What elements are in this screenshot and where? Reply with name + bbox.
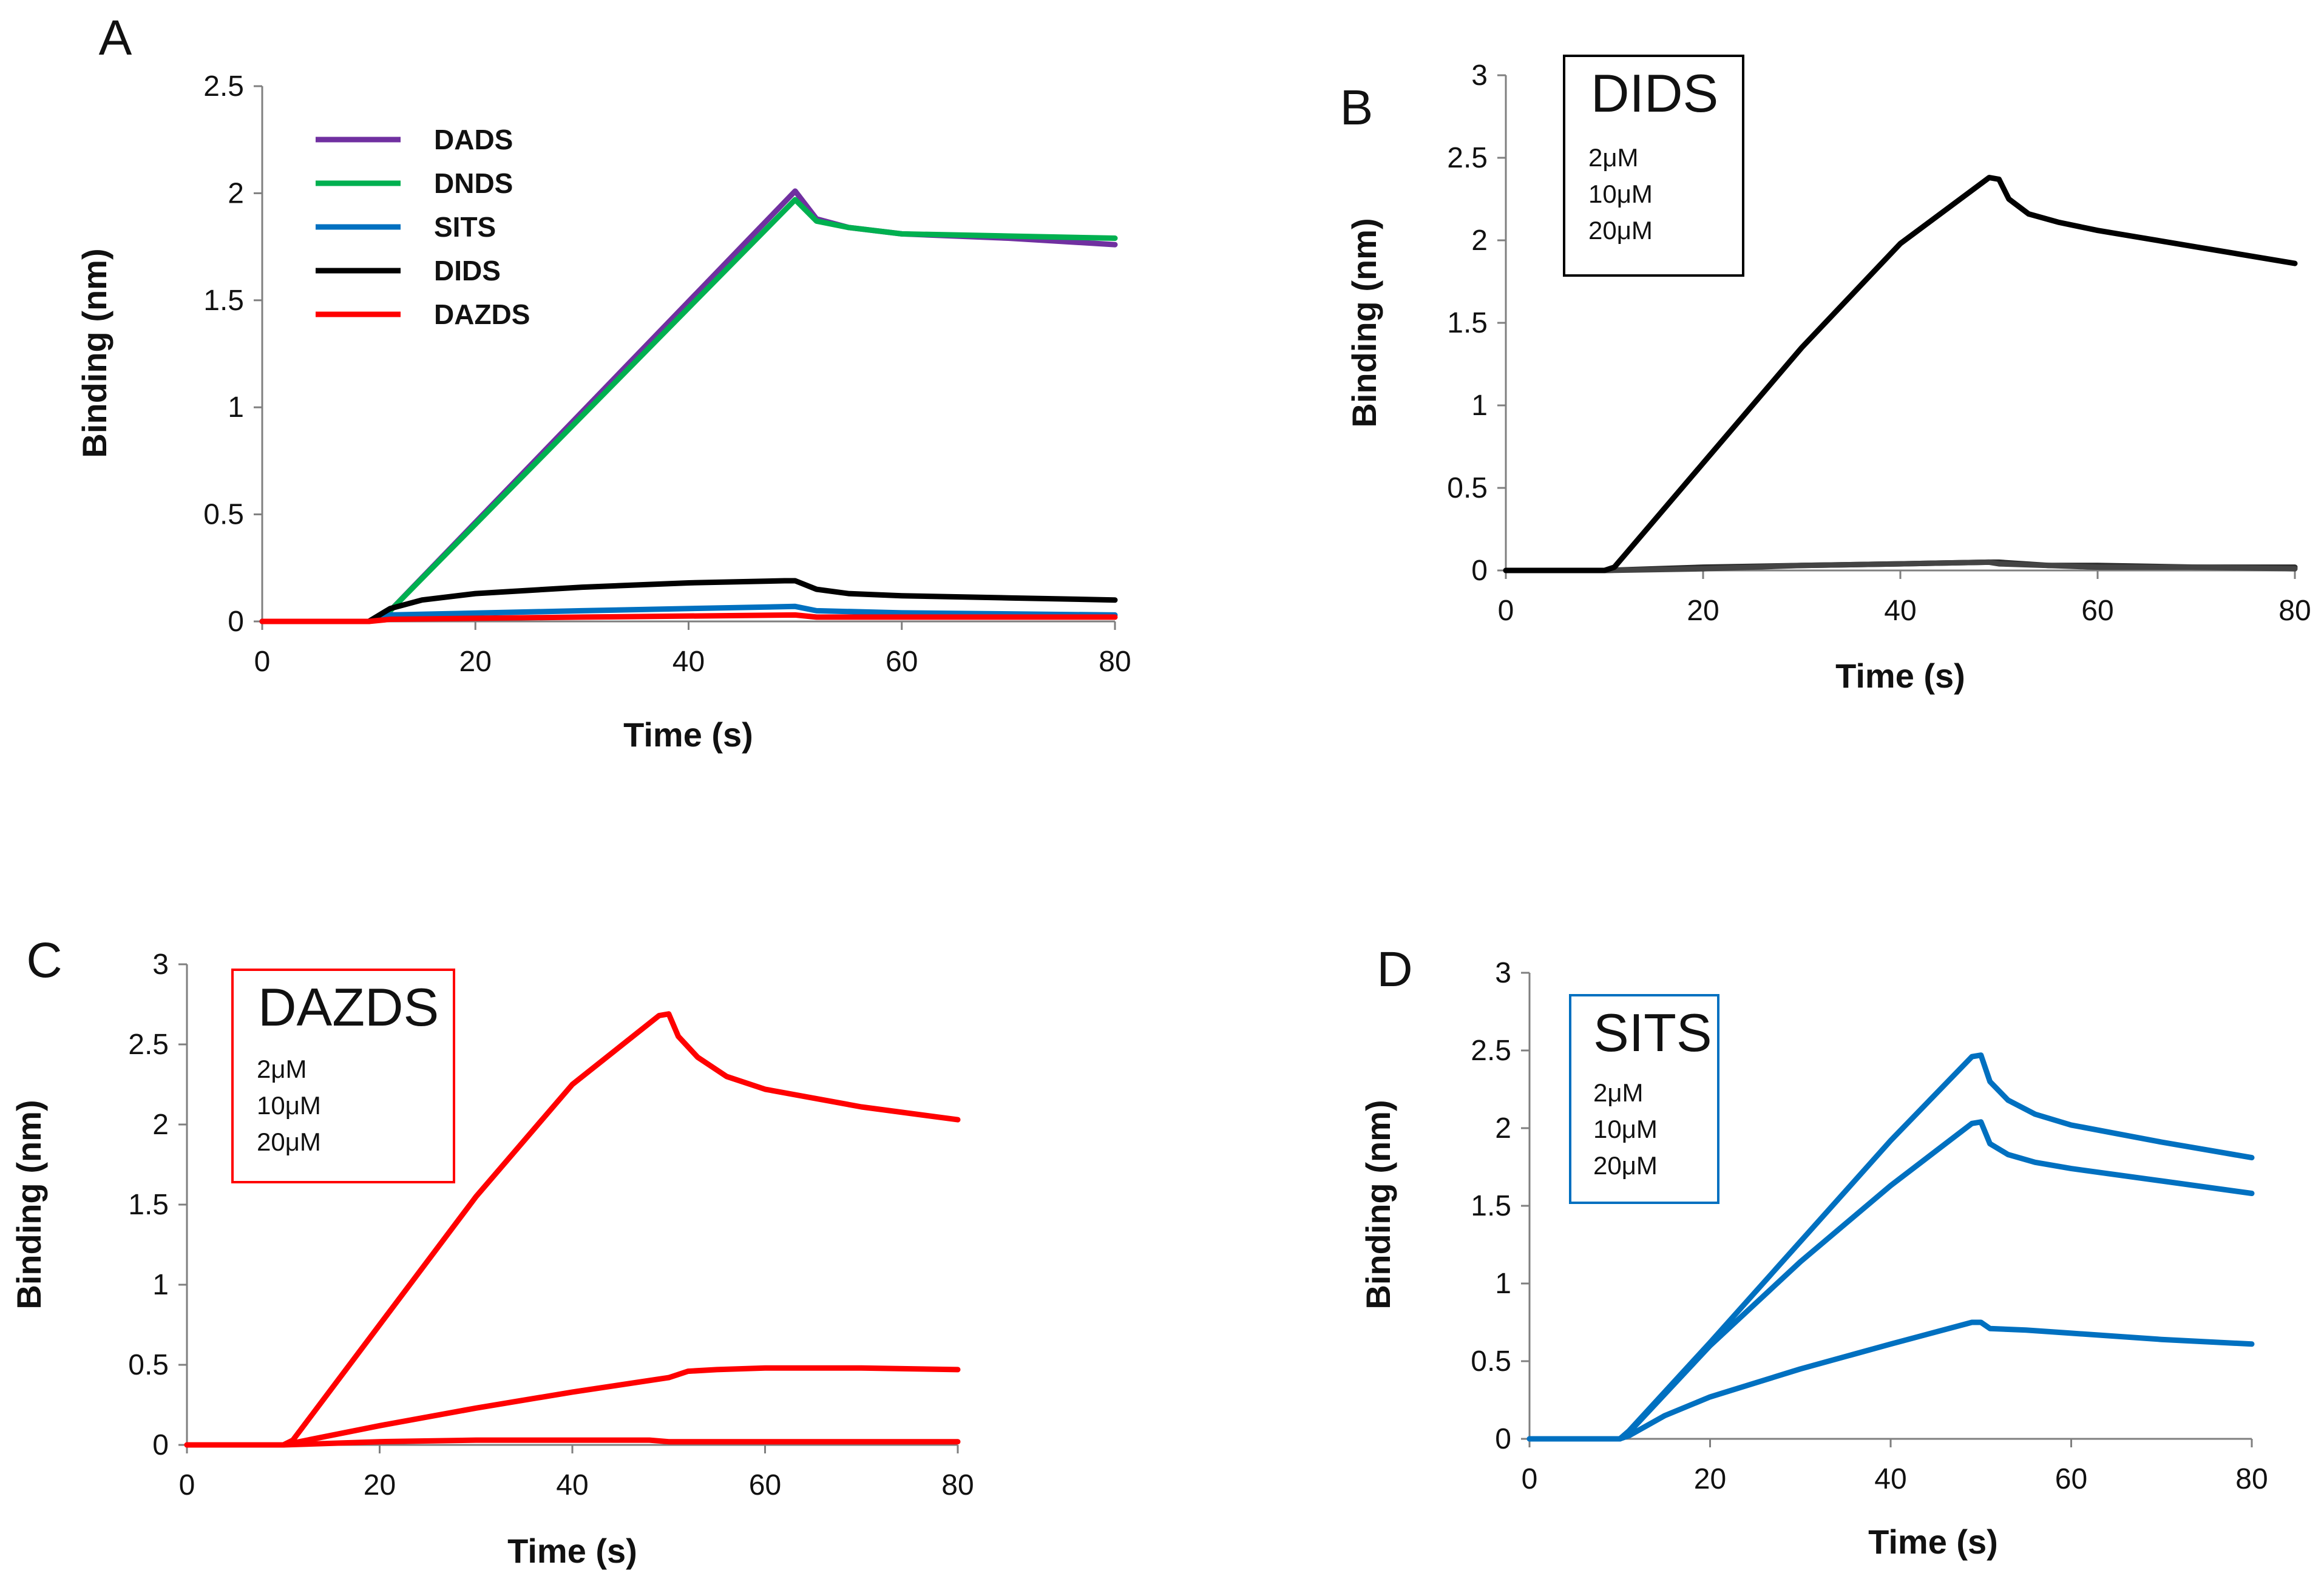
legend-box: SITS 2μM 10μM 20μM — [1569, 994, 1719, 1204]
legend-label: DIDS — [434, 255, 501, 286]
series-line-20-m — [184, 1011, 961, 1448]
y-tick-label: 2 — [152, 1109, 169, 1141]
y-axis-title: Binding (nm) — [1359, 1100, 1397, 1309]
legend-label: DAZDS — [434, 299, 530, 330]
legend-box-item: 20μM — [257, 1128, 321, 1156]
y-tick-label: 0 — [152, 1429, 169, 1461]
legend-box: DIDS 2μM 10μM 20μM — [1563, 55, 1744, 277]
legend-box-item: 20μM — [1588, 216, 1653, 245]
x-axis-title: Time (s) — [1835, 657, 1965, 695]
x-tick-label: 20 — [364, 1469, 396, 1501]
legend-label: DNDS — [434, 167, 513, 199]
legend: DADS DNDS SITS DIDS DAZDS — [316, 124, 530, 330]
x-tick-label: 60 — [2081, 595, 2113, 627]
x-tick-label: 40 — [672, 646, 705, 678]
legend-box-title: DAZDS — [258, 977, 439, 1037]
y-tick-label: 3 — [1495, 957, 1511, 989]
legend-box-frame — [1569, 994, 1719, 1204]
y-axis-title: Binding (nm) — [75, 248, 113, 458]
x-tick-label: 80 — [2278, 595, 2311, 627]
y-tick-label: 0.5 — [1471, 1345, 1511, 1378]
panel-letter: B — [1340, 80, 1374, 135]
series-line-dazds — [259, 612, 1118, 624]
y-tick-label: 0.5 — [1447, 472, 1488, 504]
series-line-20-m — [1526, 1052, 2255, 1442]
x-tick-label: 80 — [941, 1469, 974, 1501]
legend-box-item: 10μM — [1588, 180, 1653, 208]
y-tick-label: 1 — [152, 1269, 169, 1301]
y-tick-label: 0 — [1495, 1423, 1511, 1455]
x-tick-label: 0 — [1498, 595, 1514, 627]
panel-letter: C — [26, 933, 62, 988]
y-tick-label: 0 — [1471, 555, 1488, 587]
y-tick-label: 1.5 — [1447, 307, 1488, 339]
y-tick-label: 2 — [228, 177, 244, 209]
y-tick-label: 1.5 — [128, 1189, 169, 1221]
y-tick-label: 0.5 — [203, 499, 244, 531]
legend-box-item: 2μM — [1593, 1078, 1644, 1107]
y-tick-label: 1.5 — [203, 285, 244, 317]
x-tick-label: 0 — [179, 1469, 195, 1501]
x-tick-label: 80 — [1099, 646, 1131, 678]
panel-letter: D — [1377, 942, 1412, 997]
x-axis-title: Time (s) — [507, 1532, 637, 1570]
series-line-20-m — [1503, 175, 2298, 573]
legend-box-item: 2μM — [1588, 143, 1639, 172]
legend-box-item: 10μM — [257, 1091, 321, 1120]
legend-box-title: SITS — [1593, 1003, 1712, 1063]
series-line-dnds — [259, 197, 1118, 624]
chart-panel-a: A 0 0.5 1 1.5 2 2.5 0 20 40 60 80 Time (s) Binding (n… — [75, 10, 1131, 754]
y-tick-label: 2.5 — [1447, 142, 1488, 174]
x-tick-label: 0 — [254, 646, 271, 678]
series-line-10-m — [184, 1365, 961, 1448]
legend-box-item: 2μM — [257, 1055, 307, 1083]
y-tick-label: 0.5 — [128, 1349, 169, 1381]
chart-panel-d: D 0 0.5 1 1.5 2 2.5 3 0 20 40 60 80 Time (s) Binding (… — [1359, 942, 2268, 1561]
legend-box-title: DIDS — [1591, 63, 1718, 123]
x-axis-title: Time (s) — [1868, 1523, 1998, 1561]
y-tick-label: 1 — [1495, 1268, 1511, 1300]
legend-box-item: 10μM — [1593, 1115, 1658, 1143]
chart-panel-c: C 0 0.5 1 1.5 2 2.5 3 0 20 40 60 80 Time (s) Binding (… — [10, 933, 974, 1570]
x-tick-label: 20 — [1687, 595, 1719, 627]
x-tick-label: 40 — [556, 1469, 588, 1501]
x-tick-label: 20 — [459, 646, 492, 678]
x-tick-label: 40 — [1874, 1463, 1906, 1495]
chart-panel-b: B 0 0.5 1 1.5 2 2.5 3 0 20 40 60 80 Time (s) Binding (… — [1340, 55, 2311, 695]
series-line-10-m — [1503, 559, 2298, 573]
legend-label: SITS — [434, 211, 496, 243]
legend-box-item: 20μM — [1593, 1151, 1658, 1180]
y-tick-label: 2.5 — [203, 70, 244, 103]
x-tick-label: 60 — [886, 646, 918, 678]
y-tick-label: 1 — [1471, 390, 1488, 422]
y-axis-title: Binding (nm) — [1345, 218, 1383, 427]
y-tick-label: 1.5 — [1471, 1190, 1511, 1222]
legend-box-frame — [231, 969, 455, 1183]
series-line-dids — [259, 578, 1118, 624]
x-tick-label: 60 — [749, 1469, 781, 1501]
x-tick-label: 20 — [1694, 1463, 1726, 1495]
series-line-2-m — [1526, 1319, 2255, 1442]
y-axis-title: Binding (nm) — [10, 1100, 48, 1309]
series-line-dads — [259, 188, 1118, 624]
legend-label: DADS — [434, 124, 513, 155]
legend-box-frame — [1563, 55, 1744, 277]
y-tick-label: 3 — [1471, 59, 1488, 92]
x-axis-title: Time (s) — [623, 715, 753, 754]
y-tick-label: 1 — [228, 391, 244, 424]
legend-box: DAZDS 2μM 10μM 20μM — [231, 969, 455, 1183]
y-tick-label: 2 — [1495, 1112, 1511, 1145]
y-tick-label: 0 — [228, 606, 244, 638]
y-tick-label: 3 — [152, 949, 169, 981]
y-tick-label: 2.5 — [1471, 1035, 1511, 1067]
x-tick-label: 0 — [1522, 1463, 1538, 1495]
series-line-2-m — [184, 1437, 961, 1448]
y-tick-label: 2.5 — [128, 1029, 169, 1061]
y-tick-label: 2 — [1471, 225, 1488, 257]
panel-letter: A — [99, 10, 132, 66]
x-tick-label: 80 — [2235, 1463, 2268, 1495]
x-tick-label: 40 — [1884, 595, 1916, 627]
x-tick-label: 60 — [2055, 1463, 2087, 1495]
